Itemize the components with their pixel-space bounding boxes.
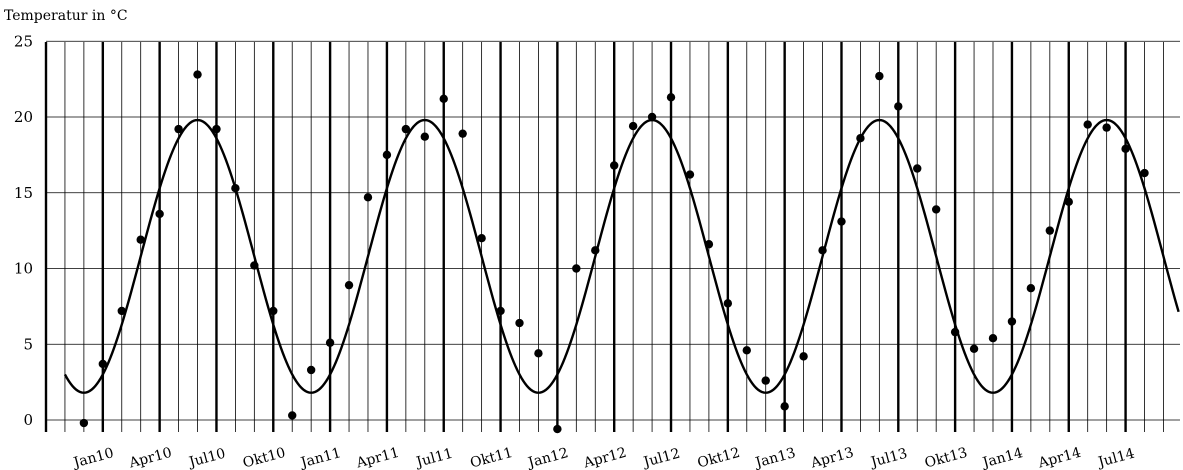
- data-point: [1121, 144, 1130, 154]
- x-tick-label: Jan10: [70, 445, 115, 470]
- data-point: [269, 306, 278, 316]
- data-point: [969, 344, 979, 353]
- data-point: [193, 70, 202, 79]
- data-point: [572, 264, 581, 273]
- data-point: [742, 346, 751, 355]
- x-tick-label: Okt11: [468, 445, 514, 470]
- data-point: [288, 411, 297, 420]
- x-tick-label: Jul14: [1095, 446, 1137, 470]
- data-point: [515, 318, 524, 328]
- data-point: [761, 376, 770, 385]
- x-axis-labels: Jan10 Apr10 Jul10 Okt10 Jan11 Apr11 Jul11 Okt11…: [70, 445, 1136, 470]
- data-point: [628, 121, 638, 131]
- data-point: [534, 349, 543, 358]
- data-point: [666, 93, 676, 102]
- y-axis-title: Temperatur in °C: [4, 8, 128, 24]
- data-point: [1064, 197, 1073, 207]
- data-point: [837, 217, 846, 226]
- data-point: [496, 306, 505, 316]
- x-tick-label: Apr11: [354, 445, 401, 470]
- data-point: [98, 359, 108, 369]
- data-point: [401, 124, 411, 134]
- data-point: [875, 71, 884, 81]
- data-point: [136, 235, 145, 244]
- data-point: [723, 299, 733, 308]
- data-points: [79, 70, 1149, 434]
- y-tick-label: 10: [14, 260, 33, 278]
- data-point: [913, 164, 922, 173]
- data-point: [250, 261, 259, 270]
- data-point: [950, 327, 960, 337]
- data-point: [1140, 168, 1149, 178]
- data-point: [988, 333, 998, 343]
- data-point: [1102, 123, 1111, 132]
- x-tick-label: Apr14: [1036, 445, 1083, 470]
- data-point: [1026, 283, 1036, 293]
- y-tick-label: 25: [14, 32, 33, 50]
- x-tick-label: Jan12: [525, 445, 570, 470]
- data-point: [117, 306, 126, 316]
- data-point: [1045, 226, 1055, 235]
- x-tick-label: Jan13: [752, 445, 797, 470]
- x-tick-label: Apr12: [581, 445, 628, 470]
- data-point: [420, 132, 429, 141]
- data-point: [856, 134, 865, 143]
- data-point: [458, 129, 467, 138]
- x-tick-label: Okt12: [696, 445, 742, 470]
- data-point: [685, 170, 695, 179]
- data-point: [477, 234, 486, 243]
- x-tick-label: Jan11: [297, 445, 342, 470]
- data-point: [1083, 120, 1092, 129]
- grid: [44, 40, 1180, 432]
- data-point: [439, 94, 448, 104]
- fit-curve-layer: [63, 118, 1180, 394]
- x-tick-label: Jan14: [979, 445, 1025, 470]
- x-tick-label: Jul12: [640, 446, 682, 470]
- data-point: [306, 365, 316, 375]
- data-point: [931, 205, 941, 214]
- data-point: [155, 209, 164, 219]
- data-point: [610, 161, 619, 170]
- data-point: [553, 424, 562, 434]
- x-tick-label: Jul11: [413, 446, 455, 470]
- data-point: [799, 352, 808, 361]
- data-point: [231, 184, 240, 193]
- y-tick-label: 15: [14, 184, 33, 202]
- data-point: [325, 338, 335, 347]
- data-point: [174, 124, 183, 134]
- y-tick-label: 5: [23, 335, 33, 353]
- data-point: [818, 246, 827, 255]
- data-point: [647, 112, 657, 122]
- fit-curve: [63, 118, 1180, 394]
- y-axis-ticks: 0 5 10 15 20 25: [14, 32, 33, 429]
- data-point: [780, 402, 789, 411]
- data-point: [704, 240, 714, 249]
- x-tick-label: Apr13: [808, 445, 855, 470]
- data-point: [382, 150, 392, 160]
- data-point: [344, 280, 354, 290]
- x-tick-label: Jul10: [186, 446, 228, 470]
- x-tick-label: Okt10: [241, 445, 287, 470]
- data-point: [591, 246, 600, 255]
- y-tick-label: 20: [14, 108, 33, 126]
- data-point: [79, 418, 89, 428]
- y-tick-label: 0: [23, 411, 33, 429]
- data-point: [363, 193, 373, 202]
- data-point: [1007, 317, 1017, 326]
- data-point: [212, 124, 221, 134]
- x-tick-label: Apr10: [127, 445, 174, 470]
- x-tick-label: Okt13: [923, 445, 969, 470]
- x-tick-label: Jul13: [867, 446, 909, 470]
- data-point: [894, 102, 903, 111]
